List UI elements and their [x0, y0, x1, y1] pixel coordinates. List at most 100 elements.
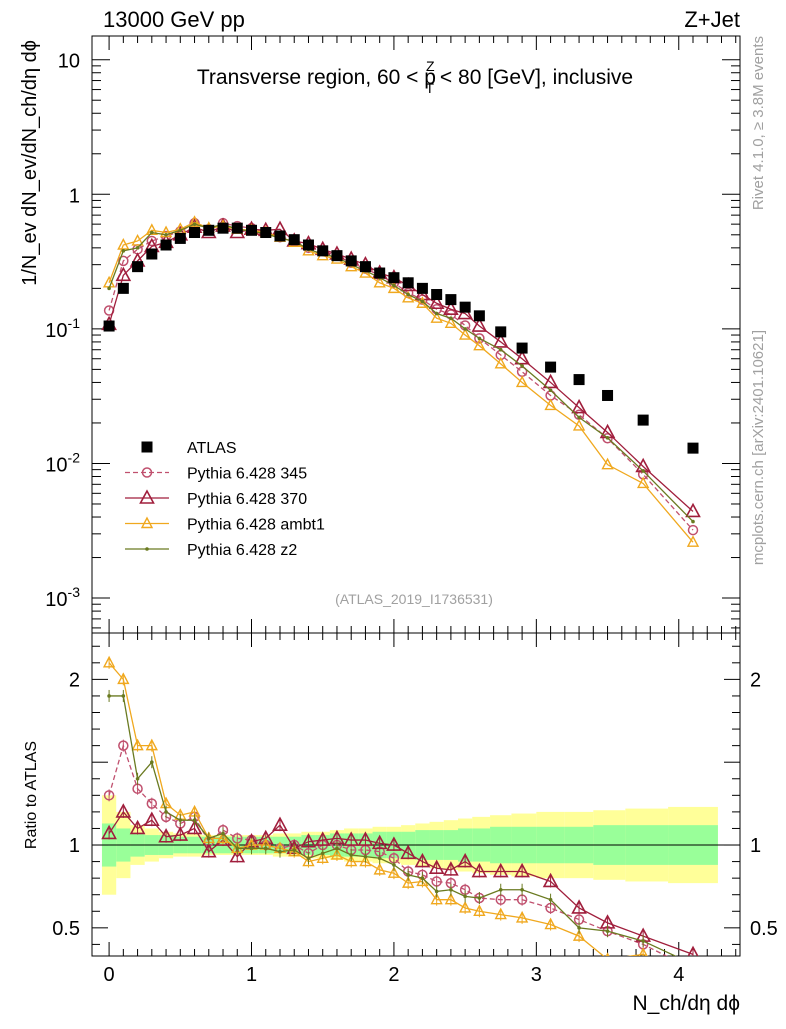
series-point-pythia-6-428-z2	[641, 469, 645, 473]
y-tick-label-base: 10	[45, 589, 67, 611]
x-tick-label: 0	[104, 964, 115, 986]
ratio-frame	[91, 632, 741, 957]
ratio-point-pythia-6-428-z2	[420, 876, 425, 880]
ratio-point-pythia-6-428-z2	[235, 846, 240, 851]
ratio-point-pythia-6-428-z2	[320, 851, 325, 856]
series-point-pythia-6-428-345	[146, 235, 158, 247]
atlas-data-point	[388, 272, 400, 284]
y-tick-label: 10-1	[45, 315, 80, 342]
series-point-pythia-6-428-ambt1	[131, 233, 144, 246]
ratio-point-pythia-6-428-z2	[363, 854, 368, 859]
series-point-pythia-6-428-ambt1	[458, 328, 472, 340]
legend-marker-pythia-6-428-370	[139, 489, 155, 504]
series-point-pythia-6-428-ambt1	[416, 296, 429, 308]
series-line-pythia-6-428-370	[108, 225, 694, 512]
ratio-series-pythia-6-428-370	[101, 803, 699, 956]
series-point-pythia-6-428-z2	[150, 230, 154, 235]
x-axis-label: N_ch/dη dϕ	[633, 992, 741, 1015]
atlas-data-point	[331, 250, 343, 262]
series-point-pythia-6-428-z2	[192, 222, 197, 226]
ratio-point-pythia-6-428-ambt1	[359, 854, 372, 867]
ratio-point-pythia-6-428-z2	[498, 887, 503, 892]
data-points	[103, 222, 699, 454]
ratio-line-pythia-6-428-370	[108, 810, 694, 955]
series-point-pythia-6-428-z2	[107, 286, 111, 291]
series-point-pythia-6-428-ambt1	[188, 215, 201, 227]
ratio-point-pythia-6-428-370	[542, 872, 559, 888]
series-point-pythia-6-428-370	[471, 317, 488, 332]
series-point-pythia-6-428-345	[687, 524, 699, 536]
series-point-pythia-6-428-ambt1	[494, 356, 507, 369]
ratio-point-pythia-6-428-z2	[406, 873, 410, 877]
series-line-pythia-6-428-ambt1	[108, 221, 694, 543]
ratio-point-pythia-6-428-z2	[449, 887, 453, 892]
ratio-series-pythia-6-428-z2	[107, 689, 677, 956]
ratio-point-pythia-6-428-ambt1	[117, 672, 130, 685]
y-tick-label-exp: -1	[68, 315, 81, 331]
ratio-point-pythia-6-428-z2	[206, 836, 211, 841]
ratio-point-pythia-6-428-ambt1	[387, 866, 401, 878]
atlas-data-point	[637, 414, 649, 426]
mcplots-label: mcplots.cern.ch [arXiv:2401.10621]	[750, 330, 767, 565]
ratio-point-pythia-6-428-z2	[178, 818, 183, 822]
series-point-pythia-6-428-ambt1	[373, 275, 386, 288]
ratio-point-pythia-6-428-345	[146, 798, 158, 809]
legend-marker-pythia-6-428-z2	[145, 547, 149, 551]
legend-marker-pythia-6-428-345	[141, 467, 153, 478]
atlas-data-point	[174, 232, 186, 244]
ratio-y-tick-label: 1	[69, 835, 80, 857]
ratio-point-pythia-6-428-370	[386, 836, 402, 851]
series-point-pythia-6-428-ambt1	[544, 398, 557, 411]
ratio-point-pythia-6-428-370	[471, 862, 488, 878]
series-point-pythia-6-428-z2	[520, 364, 524, 368]
axes-frames	[91, 35, 741, 957]
ratio-point-pythia-6-428-ambt1	[430, 892, 443, 905]
x-tick-label: 4	[673, 964, 684, 986]
series-point-pythia-6-428-z2	[577, 415, 581, 420]
atlas-data-point	[203, 224, 215, 236]
analysis-label: (ATLAS_2019_I1736531)	[335, 591, 493, 607]
legend-label-pythia-6-428-z2: Pythia 6.428 z2	[187, 542, 297, 559]
ratio-point-pythia-6-428-370	[200, 842, 217, 858]
ratio-point-pythia-6-428-z2	[641, 939, 645, 943]
series-point-pythia-6-428-ambt1	[572, 418, 586, 431]
ratio-point-pythia-6-428-z2	[121, 694, 126, 698]
series-point-pythia-6-428-370	[542, 373, 559, 389]
ratio-point-pythia-6-428-ambt1	[444, 892, 458, 905]
atlas-data-point	[260, 227, 272, 239]
ratio-point-pythia-6-428-z2	[377, 856, 382, 861]
ratio-y-tick-label-right: 1	[750, 835, 761, 857]
legend-marker-pythia-6-428-ambt1	[140, 516, 154, 529]
series-point-pythia-6-428-ambt1	[473, 338, 486, 351]
atlas-data-point	[402, 277, 414, 289]
chart-title-pre: Transverse region, 60 < p	[197, 66, 436, 89]
ratio-point-pythia-6-428-ambt1	[330, 847, 344, 860]
ratio-point-pythia-6-428-370	[371, 834, 388, 850]
y-axis-label-ratio: Ratio to ATLAS	[23, 741, 40, 849]
atlas-data-point	[445, 294, 457, 306]
ratio-point-pythia-6-428-z2	[434, 889, 439, 894]
chart-title-post: < 80 [GeV], inclusive	[434, 66, 633, 89]
ratio-point-pythia-6-428-370	[428, 859, 445, 875]
atlas-data-point	[160, 239, 172, 251]
series-point-pythia-6-428-ambt1	[402, 290, 415, 303]
ratio-point-pythia-6-428-ambt1	[302, 854, 315, 867]
atlas-data-point	[687, 442, 699, 454]
ratio-point-pythia-6-428-z2	[192, 818, 197, 822]
series-point-pythia-6-428-z2	[135, 246, 140, 250]
atlas-data-point	[359, 261, 371, 273]
x-tick-label: 2	[388, 964, 399, 986]
series-point-pythia-6-428-z2	[164, 233, 168, 237]
atlas-data-point	[217, 222, 229, 234]
atlas-data-point	[117, 282, 129, 294]
series-point-pythia-6-428-ambt1	[601, 457, 614, 470]
ratio-point-pythia-6-428-ambt1	[688, 972, 698, 982]
ratio-point-pythia-6-428-370	[443, 861, 459, 876]
legend: ATLAS Pythia 6.428 345 Pythia 6.428 370 Pyt…	[125, 440, 325, 559]
ratio-point-pythia-6-428-370	[101, 824, 117, 840]
atlas-data-point	[146, 248, 158, 260]
series-layer	[101, 215, 701, 982]
ratio-point-pythia-6-428-345	[103, 790, 115, 801]
